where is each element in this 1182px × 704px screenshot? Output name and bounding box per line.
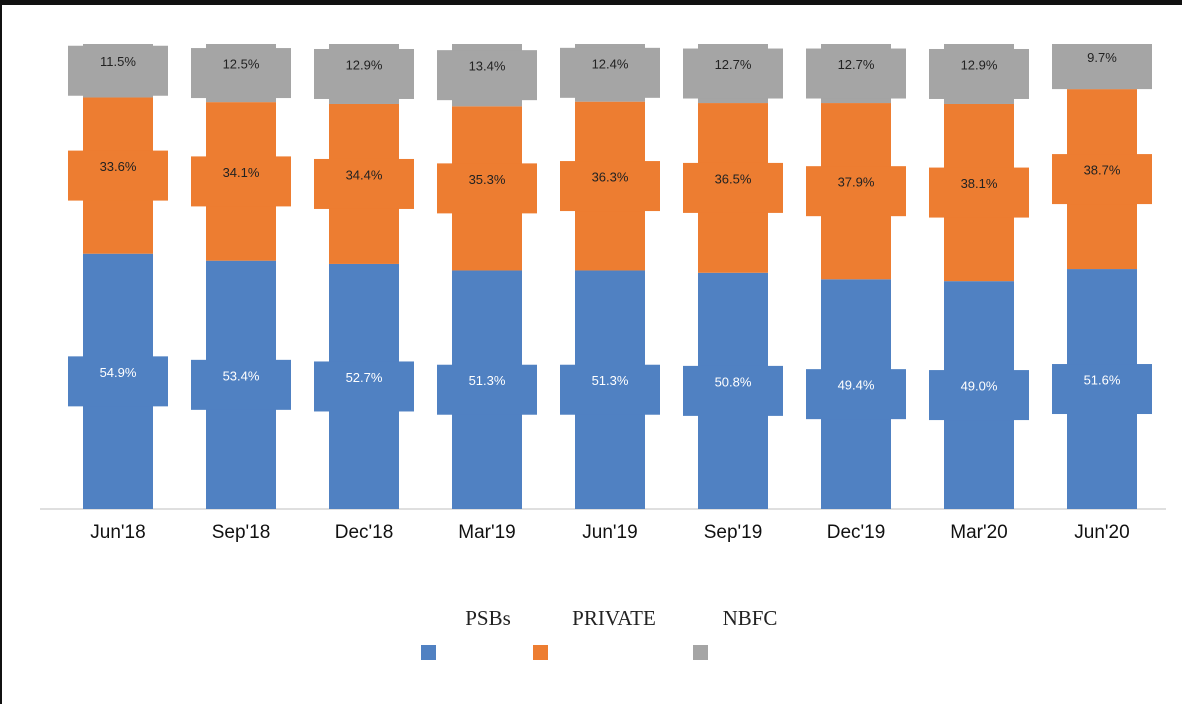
value-label: 11.5% (100, 54, 136, 69)
value-label: 49.4% (838, 378, 875, 393)
value-label: 33.6% (100, 159, 137, 174)
label-box (191, 48, 291, 99)
legend-swatch (421, 645, 436, 660)
label-box (929, 167, 1029, 218)
legend-swatch (693, 645, 708, 660)
left-border (0, 0, 2, 704)
label-box (560, 47, 660, 98)
value-label: 38.7% (1084, 163, 1121, 178)
label-box (683, 162, 783, 213)
label-box (806, 369, 906, 420)
legend-label: NBFC (723, 606, 778, 630)
x-tick-label: Dec'18 (335, 522, 394, 543)
label-box (314, 158, 414, 209)
value-label: 34.1% (223, 165, 260, 180)
label-box (929, 370, 1029, 421)
value-label: 13.4% (469, 59, 506, 74)
value-label: 49.0% (961, 379, 998, 394)
label-box (68, 356, 168, 407)
x-tick-label: Dec'19 (827, 522, 886, 543)
label-box (683, 48, 783, 99)
label-box (1052, 364, 1152, 415)
value-label: 34.4% (346, 167, 383, 182)
value-label: 36.3% (592, 169, 629, 184)
label-box (560, 364, 660, 415)
value-label: 38.1% (961, 176, 998, 191)
label-box (437, 163, 537, 214)
value-label: 12.9% (961, 57, 998, 72)
label-box (191, 156, 291, 207)
x-tick-label: Jun'18 (90, 522, 145, 543)
label-box (314, 48, 414, 99)
label-box (191, 359, 291, 410)
value-label: 9.7% (1087, 50, 1117, 65)
label-box (683, 365, 783, 416)
legend-label: PRIVATE (572, 606, 656, 630)
value-label: 12.9% (346, 57, 383, 72)
value-label: 54.9% (100, 365, 137, 380)
value-label: 12.7% (838, 57, 875, 72)
x-tick-label: Jun'19 (582, 522, 637, 543)
label-box (806, 166, 906, 217)
x-tick-label: Jun'20 (1074, 522, 1129, 543)
label-box (1052, 44, 1152, 90)
value-label: 12.5% (223, 57, 260, 72)
x-tick-label: Sep'18 (212, 522, 271, 543)
label-box (437, 364, 537, 415)
label-box (68, 45, 168, 96)
value-label: 36.5% (715, 171, 752, 186)
legend-label: PSBs (465, 606, 511, 630)
value-label: 51.3% (592, 373, 629, 388)
label-box (68, 150, 168, 201)
value-label: 37.9% (838, 175, 875, 190)
label-box (929, 48, 1029, 99)
label-box (314, 361, 414, 412)
x-tick-label: Sep'19 (704, 522, 763, 543)
value-label: 35.3% (469, 172, 506, 187)
value-label: 53.4% (223, 368, 260, 383)
value-label: 50.8% (715, 374, 752, 389)
label-box (560, 161, 660, 212)
value-label: 12.4% (592, 56, 629, 71)
label-box (437, 50, 537, 101)
x-tick-label: Mar'19 (458, 522, 515, 543)
label-box (806, 48, 906, 99)
legend-swatch (533, 645, 548, 660)
value-label: 51.6% (1084, 372, 1121, 387)
value-label: 12.7% (715, 57, 752, 72)
top-border (0, 0, 1182, 5)
label-box (1052, 154, 1152, 205)
value-label: 51.3% (469, 373, 506, 388)
x-tick-label: Mar'20 (950, 522, 1007, 543)
value-label: 52.7% (346, 370, 383, 385)
